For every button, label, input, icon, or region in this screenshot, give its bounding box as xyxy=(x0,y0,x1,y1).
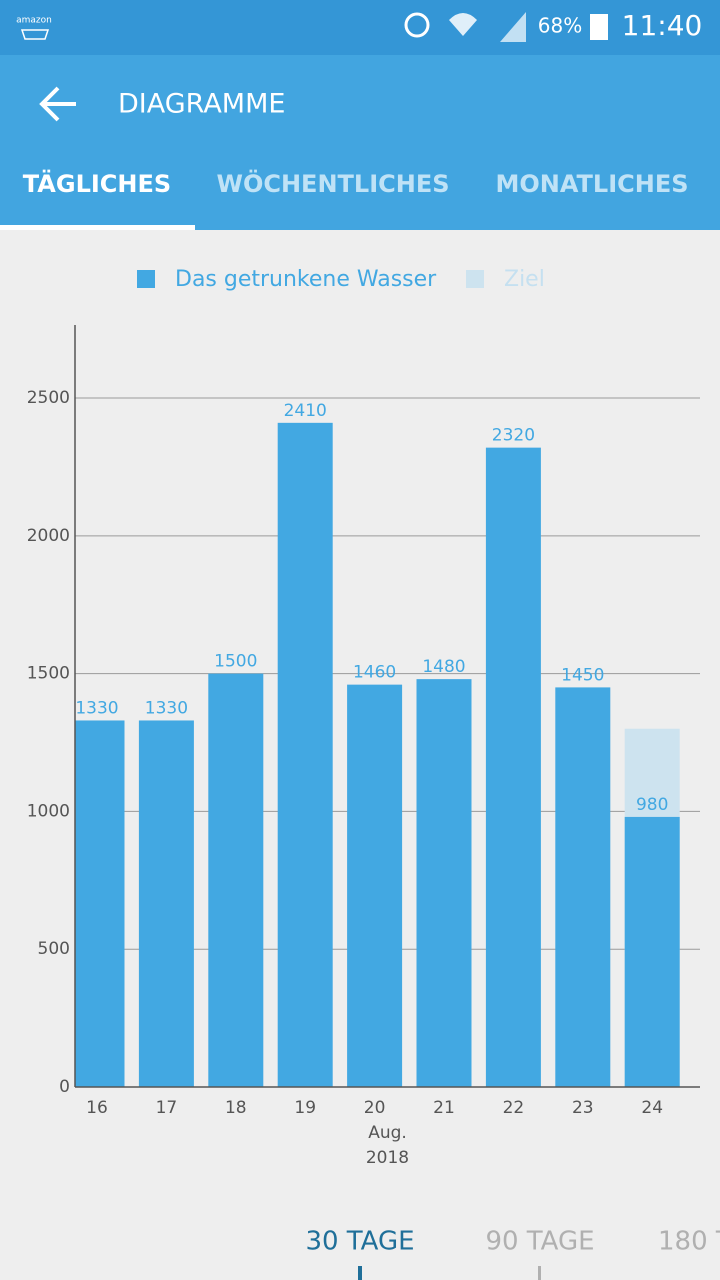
battery-text: 68% xyxy=(538,14,582,38)
bar xyxy=(75,720,125,1087)
x-tick-label: 21 xyxy=(433,1098,455,1118)
data-label: 1330 xyxy=(75,698,118,718)
data-label: 2320 xyxy=(492,426,535,446)
y-tick-label: 0 xyxy=(59,1077,70,1097)
data-label: 1450 xyxy=(561,665,604,685)
status-bar xyxy=(0,0,720,55)
x-tick-label: 23 xyxy=(572,1098,594,1118)
clock: 11:40 xyxy=(622,9,703,42)
bar xyxy=(555,687,611,1087)
y-tick-label: 500 xyxy=(38,939,70,959)
x-tick-label: 18 xyxy=(225,1098,247,1118)
range-indicator xyxy=(358,1266,362,1280)
range-divider xyxy=(538,1266,541,1280)
app-title: DIAGRAMME xyxy=(118,89,285,120)
legend-label: Ziel xyxy=(504,267,545,292)
legend-swatch xyxy=(466,270,484,288)
bar xyxy=(277,422,333,1088)
range-tab[interactable]: 90 TAGE xyxy=(485,1227,594,1257)
legend-label: Das getrunkene Wasser xyxy=(175,267,437,292)
y-tick-label: 1500 xyxy=(27,664,70,684)
chart: Das getrunkene Wasser Ziel 0 500 1000 1500 200… xyxy=(27,267,700,1168)
x-tick-label: 24 xyxy=(641,1098,663,1118)
plot-area xyxy=(75,422,680,1088)
legend-swatch xyxy=(137,270,155,288)
signal-icon xyxy=(500,12,526,42)
app-bar xyxy=(0,55,720,230)
y-tick-label: 2500 xyxy=(27,388,70,408)
bar xyxy=(485,447,541,1087)
alarm-icon xyxy=(404,12,430,38)
data-label: 980 xyxy=(636,795,668,815)
bar xyxy=(138,720,194,1087)
y-tick-label: 1000 xyxy=(27,801,70,821)
range-tab[interactable]: 30 TAGE xyxy=(305,1227,414,1257)
cart-icon xyxy=(20,29,50,40)
wifi-icon xyxy=(449,13,477,36)
x-tick-label: 19 xyxy=(294,1098,316,1118)
battery-icon xyxy=(590,14,608,40)
bar xyxy=(208,673,264,1087)
carrier-icon: amazon xyxy=(16,16,52,26)
data-label: 1480 xyxy=(422,657,465,677)
tab[interactable]: MONATLICHES xyxy=(495,170,688,198)
x-tick-label: 16 xyxy=(86,1098,108,1118)
x-tick-label: 17 xyxy=(156,1098,178,1118)
data-label: 1330 xyxy=(145,698,188,718)
x-tick-label: 20 xyxy=(364,1098,386,1118)
bar xyxy=(347,684,403,1087)
bar xyxy=(624,816,680,1087)
x-axis-note: Aug. xyxy=(368,1123,407,1143)
back-button[interactable] xyxy=(39,86,76,122)
range-tab[interactable]: 180 TAGE xyxy=(658,1227,720,1257)
tab[interactable]: WÖCHENTLICHES xyxy=(216,168,449,198)
bar xyxy=(416,679,472,1087)
x-tick-label: 22 xyxy=(503,1098,525,1118)
y-tick-label: 2000 xyxy=(27,526,70,546)
x-axis-note: 2018 xyxy=(366,1148,409,1168)
data-label: 1460 xyxy=(353,663,396,683)
tab-indicator xyxy=(0,225,195,230)
tab[interactable]: TÄGLICHES xyxy=(23,169,171,198)
data-label: 2410 xyxy=(284,401,327,421)
data-label: 1500 xyxy=(214,652,257,672)
